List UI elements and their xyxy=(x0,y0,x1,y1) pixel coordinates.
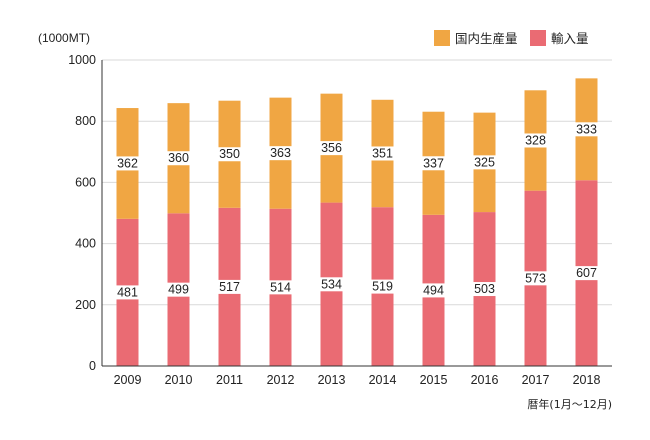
x-tick-label: 2015 xyxy=(420,373,448,387)
data-label: 499 xyxy=(168,283,189,297)
y-tick-label: 800 xyxy=(75,114,96,128)
data-label-background xyxy=(371,279,394,294)
data-label: 503 xyxy=(474,282,495,296)
data-label: 607 xyxy=(576,266,597,280)
y-axis-ticks: 0 200 400 600 800 1000 xyxy=(68,53,96,373)
data-label: 519 xyxy=(372,280,393,294)
data-label-background xyxy=(320,141,343,156)
data-label: 494 xyxy=(423,283,444,297)
x-tick-label: 2013 xyxy=(318,373,346,387)
data-label-background xyxy=(422,283,445,298)
data-label: 514 xyxy=(270,280,291,294)
data-label-background xyxy=(422,156,445,171)
data-label: 481 xyxy=(117,285,138,299)
data-label: 350 xyxy=(219,147,240,161)
x-tick-label: 2011 xyxy=(216,373,243,387)
x-tick-label: 2009 xyxy=(114,373,142,387)
data-label: 362 xyxy=(117,156,138,170)
data-label-background xyxy=(269,146,292,161)
data-label: 351 xyxy=(372,146,393,160)
data-label-background xyxy=(269,280,292,295)
data-label: 360 xyxy=(168,151,189,165)
data-label-background xyxy=(116,285,139,300)
data-label-background xyxy=(473,282,496,297)
data-label: 356 xyxy=(321,141,342,155)
legend-swatch xyxy=(530,30,546,46)
y-tick-label: 400 xyxy=(75,237,96,251)
y-tick-label: 600 xyxy=(75,175,96,189)
legend-swatch xyxy=(434,30,450,46)
x-tick-label: 2012 xyxy=(267,373,295,387)
x-tick-label: 2017 xyxy=(522,373,550,387)
data-label-background xyxy=(167,151,190,166)
x-tick-label: 2016 xyxy=(471,373,499,387)
x-tick-label: 2018 xyxy=(573,373,601,387)
data-labels: 481 362 499 360 517 350 514 363 534 356 519 351 494 3… xyxy=(116,122,598,300)
data-label: 534 xyxy=(321,277,342,291)
y-tick-label: 200 xyxy=(75,298,96,312)
data-label: 337 xyxy=(423,156,444,170)
legend: 国内生産量 輸入量 xyxy=(434,30,589,46)
data-label-background xyxy=(116,156,139,171)
x-axis-label: 暦年(1月〜12月) xyxy=(527,397,612,411)
data-label-background xyxy=(167,282,190,297)
y-tick-label: 1000 xyxy=(68,53,96,67)
data-label-background xyxy=(524,133,547,148)
data-label: 325 xyxy=(474,155,495,169)
data-label: 517 xyxy=(219,280,240,294)
data-label-background xyxy=(575,122,598,137)
data-label-background xyxy=(218,279,241,294)
y-tick-label: 0 xyxy=(89,359,96,373)
y-axis-unit-label: (1000MT) xyxy=(38,31,90,45)
data-label: 333 xyxy=(576,122,597,136)
data-label-background xyxy=(524,271,547,286)
data-label-background xyxy=(320,277,343,292)
data-label-background xyxy=(218,147,241,162)
x-tick-label: 2010 xyxy=(165,373,193,387)
data-label-background xyxy=(371,146,394,161)
legend-label: 国内生産量 xyxy=(455,31,518,46)
data-label-background xyxy=(473,155,496,170)
x-tick-label: 2014 xyxy=(369,373,397,387)
data-label: 363 xyxy=(270,146,291,160)
data-label: 573 xyxy=(525,271,546,285)
x-axis-ticks: 2009 2010 2011 2012 2013 2014 2015 2016 2017 2018 xyxy=(114,373,601,387)
data-label: 328 xyxy=(525,133,546,147)
data-label-background xyxy=(575,266,598,281)
legend-label: 輸入量 xyxy=(551,31,589,46)
